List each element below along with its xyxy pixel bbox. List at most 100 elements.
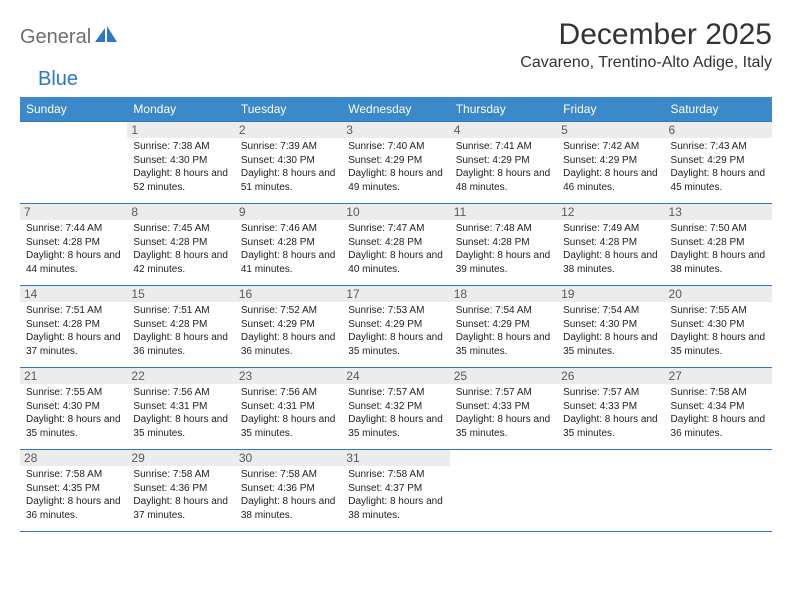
calendar-cell: 30 Sunrise: 7:58 AMSunset: 4:36 PMDayligh… [235, 450, 342, 532]
day-header: Tuesday [235, 97, 342, 122]
calendar-cell [450, 450, 557, 532]
calendar-cell: 22 Sunrise: 7:56 AMSunset: 4:31 PMDayligh… [127, 368, 234, 450]
calendar-cell: 13Sunrise: 7:50 AMSunset: 4:28 PMDayligh… [665, 204, 772, 286]
calendar-cell: 29 Sunrise: 7:58 AMSunset: 4:36 PMDayligh… [127, 450, 234, 532]
calendar-cell: 5Sunrise: 7:42 AMSunset: 4:29 PMDaylight… [557, 122, 664, 204]
calendar-cell [557, 450, 664, 532]
calendar-cell [665, 450, 772, 532]
day-number: 7 [20, 204, 127, 220]
calendar-week-row: 28 Sunrise: 7:58 AMSunset: 4:35 PMDayligh… [20, 450, 772, 532]
logo-text-gray: General [20, 26, 91, 49]
calendar-cell: 24 Sunrise: 7:57 AMSunset: 4:32 PMDayligh… [342, 368, 449, 450]
day-details: Sunrise: 7:41 AMSunset: 4:29 PMDaylight:… [456, 140, 551, 194]
day-details: Sunrise: 7:43 AMSunset: 4:29 PMDaylight:… [671, 140, 766, 194]
day-number: 15 [127, 286, 234, 302]
day-number: 10 [342, 204, 449, 220]
day-details: Sunrise: 7:40 AMSunset: 4:29 PMDaylight:… [348, 140, 443, 194]
calendar-cell: 9Sunrise: 7:46 AMSunset: 4:28 PMDaylight… [235, 204, 342, 286]
calendar-cell: 25 Sunrise: 7:57 AMSunset: 4:33 PMDayligh… [450, 368, 557, 450]
calendar-header-row: SundayMondayTuesdayWednesdayThursdayFrid… [20, 97, 772, 122]
calendar-cell: 8 Sunrise: 7:45 AMSunset: 4:28 PMDaylight… [127, 204, 234, 286]
day-number: 13 [665, 204, 772, 220]
calendar-cell: 18 Sunrise: 7:54 AMSunset: 4:29 PMDayligh… [450, 286, 557, 368]
day-number: 30 [235, 450, 342, 466]
calendar-week-row: 1Sunrise: 7:38 AMSunset: 4:30 PMDaylight… [20, 122, 772, 204]
calendar-cell: 10 Sunrise: 7:47 AMSunset: 4:28 PMDayligh… [342, 204, 449, 286]
day-details: Sunrise: 7:55 AMSunset: 4:30 PMDaylight:… [26, 386, 121, 440]
day-number: 4 [450, 122, 557, 138]
day-details: Sunrise: 7:58 AMSunset: 4:36 PMDaylight:… [241, 468, 336, 522]
day-details: Sunrise: 7:51 AMSunset: 4:28 PMDaylight:… [133, 304, 228, 358]
day-details: Sunrise: 7:58 AMSunset: 4:37 PMDaylight:… [348, 468, 443, 522]
day-details: Sunrise: 7:58 AMSunset: 4:36 PMDaylight:… [133, 468, 228, 522]
day-number: 6 [665, 122, 772, 138]
calendar-cell [20, 122, 127, 204]
day-header: Thursday [450, 97, 557, 122]
calendar-body: 1Sunrise: 7:38 AMSunset: 4:30 PMDaylight… [20, 122, 772, 532]
day-details: Sunrise: 7:55 AMSunset: 4:30 PMDaylight:… [671, 304, 766, 358]
day-details: Sunrise: 7:57 AMSunset: 4:32 PMDaylight:… [348, 386, 443, 440]
calendar-cell: 11Sunrise: 7:48 AMSunset: 4:28 PMDayligh… [450, 204, 557, 286]
calendar-cell: 14 Sunrise: 7:51 AMSunset: 4:28 PMDayligh… [20, 286, 127, 368]
day-number: 16 [235, 286, 342, 302]
location-label: Cavareno, Trentino-Alto Adige, Italy [520, 54, 772, 72]
day-header: Sunday [20, 97, 127, 122]
day-number: 9 [235, 204, 342, 220]
calendar-cell: 31 Sunrise: 7:58 AMSunset: 4:37 PMDayligh… [342, 450, 449, 532]
calendar-table: SundayMondayTuesdayWednesdayThursdayFrid… [20, 97, 772, 532]
calendar-cell: 4 Sunrise: 7:41 AMSunset: 4:29 PMDaylight… [450, 122, 557, 204]
calendar-cell: 3 Sunrise: 7:40 AMSunset: 4:29 PMDaylight… [342, 122, 449, 204]
logo: General [20, 18, 119, 49]
day-details: Sunrise: 7:49 AMSunset: 4:28 PMDaylight:… [563, 222, 658, 276]
calendar-cell: 21Sunrise: 7:55 AMSunset: 4:30 PMDayligh… [20, 368, 127, 450]
calendar-cell: 1Sunrise: 7:38 AMSunset: 4:30 PMDaylight… [127, 122, 234, 204]
day-details: Sunrise: 7:47 AMSunset: 4:28 PMDaylight:… [348, 222, 443, 276]
day-details: Sunrise: 7:57 AMSunset: 4:33 PMDaylight:… [456, 386, 551, 440]
day-details: Sunrise: 7:52 AMSunset: 4:29 PMDaylight:… [241, 304, 336, 358]
day-number: 3 [342, 122, 449, 138]
calendar-cell: 23Sunrise: 7:56 AMSunset: 4:31 PMDayligh… [235, 368, 342, 450]
calendar-cell: 7Sunrise: 7:44 AMSunset: 4:28 PMDaylight… [20, 204, 127, 286]
day-header: Friday [557, 97, 664, 122]
day-header: Monday [127, 97, 234, 122]
day-details: Sunrise: 7:45 AMSunset: 4:28 PMDaylight:… [133, 222, 228, 276]
calendar-week-row: 21Sunrise: 7:55 AMSunset: 4:30 PMDayligh… [20, 368, 772, 450]
day-details: Sunrise: 7:53 AMSunset: 4:29 PMDaylight:… [348, 304, 443, 358]
calendar-cell: 6 Sunrise: 7:43 AMSunset: 4:29 PMDaylight… [665, 122, 772, 204]
calendar-cell: 27 Sunrise: 7:58 AMSunset: 4:34 PMDayligh… [665, 368, 772, 450]
day-number: 14 [20, 286, 127, 302]
day-number: 8 [127, 204, 234, 220]
day-number: 18 [450, 286, 557, 302]
day-details: Sunrise: 7:54 AMSunset: 4:29 PMDaylight:… [456, 304, 551, 358]
month-title: December 2025 [520, 18, 772, 52]
day-header: Saturday [665, 97, 772, 122]
day-number: 23 [235, 368, 342, 384]
day-details: Sunrise: 7:54 AMSunset: 4:30 PMDaylight:… [563, 304, 658, 358]
logo-text-blue: Blue [38, 68, 78, 91]
calendar-week-row: 14 Sunrise: 7:51 AMSunset: 4:28 PMDayligh… [20, 286, 772, 368]
calendar-cell: 12Sunrise: 7:49 AMSunset: 4:28 PMDayligh… [557, 204, 664, 286]
day-number: 29 [127, 450, 234, 466]
title-block: December 2025 Cavareno, Trentino-Alto Ad… [520, 18, 772, 72]
day-number: 27 [665, 368, 772, 384]
day-number: 20 [665, 286, 772, 302]
day-number: 19 [557, 286, 664, 302]
calendar-cell: 15 Sunrise: 7:51 AMSunset: 4:28 PMDayligh… [127, 286, 234, 368]
day-details: Sunrise: 7:58 AMSunset: 4:35 PMDaylight:… [26, 468, 121, 522]
calendar-cell: 28 Sunrise: 7:58 AMSunset: 4:35 PMDayligh… [20, 450, 127, 532]
calendar-cell: 16 Sunrise: 7:52 AMSunset: 4:29 PMDayligh… [235, 286, 342, 368]
day-number: 25 [450, 368, 557, 384]
calendar-cell: 19 Sunrise: 7:54 AMSunset: 4:30 PMDayligh… [557, 286, 664, 368]
day-number: 24 [342, 368, 449, 384]
logo-sail-icon [95, 26, 117, 49]
day-details: Sunrise: 7:58 AMSunset: 4:34 PMDaylight:… [671, 386, 766, 440]
calendar-cell: 20 Sunrise: 7:55 AMSunset: 4:30 PMDayligh… [665, 286, 772, 368]
day-details: Sunrise: 7:56 AMSunset: 4:31 PMDaylight:… [133, 386, 228, 440]
day-number: 22 [127, 368, 234, 384]
day-details: Sunrise: 7:51 AMSunset: 4:28 PMDaylight:… [26, 304, 121, 358]
day-number: 31 [342, 450, 449, 466]
calendar-week-row: 7Sunrise: 7:44 AMSunset: 4:28 PMDaylight… [20, 204, 772, 286]
day-number: 26 [557, 368, 664, 384]
calendar-cell: 17Sunrise: 7:53 AMSunset: 4:29 PMDayligh… [342, 286, 449, 368]
day-number: 28 [20, 450, 127, 466]
